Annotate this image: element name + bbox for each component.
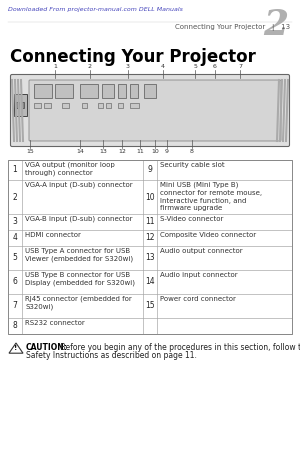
Text: Audio output connector: Audio output connector [160,248,242,254]
Text: Connecting Your Projector   |   13: Connecting Your Projector | 13 [175,24,290,31]
Bar [16,102,19,108]
Text: 6: 6 [213,64,217,69]
Bar [34,84,52,98]
Bar [8,246,292,270]
Text: Composite Video connector: Composite Video connector [160,232,256,238]
Bar [80,84,98,98]
Text: 6: 6 [13,277,17,286]
Text: USB Type A connector for USB
Viewer (embedded for S320wi): USB Type A connector for USB Viewer (emb… [25,248,133,262]
Text: 3: 3 [13,217,17,226]
Text: USB Type B connector for USB
Display (embedded for S320wi): USB Type B connector for USB Display (em… [25,272,135,286]
Text: 12: 12 [145,233,155,242]
Text: 9: 9 [165,149,169,154]
Bar [8,270,292,294]
Bar [82,103,87,108]
Text: 14: 14 [145,277,155,286]
Bar [44,103,51,108]
Bar [34,103,41,108]
Bar [8,318,292,334]
Text: 8: 8 [13,321,17,330]
Text: VGA-B input (D-sub) connector: VGA-B input (D-sub) connector [25,216,133,223]
FancyBboxPatch shape [29,80,281,141]
Bar [8,160,292,334]
Bar [130,103,139,108]
Bar [8,294,292,318]
Bar [118,103,123,108]
Text: 2: 2 [88,64,92,69]
Text: RS232 connector: RS232 connector [25,320,85,326]
Text: 10: 10 [151,149,159,154]
Text: Mini USB (Mini Type B)
connector for remote mouse,
Interactive function, and
fir: Mini USB (Mini Type B) connector for rem… [160,182,262,211]
Text: 13: 13 [145,254,155,263]
Text: 8: 8 [190,149,194,154]
Text: 10: 10 [145,193,155,202]
Text: 2: 2 [263,8,288,42]
Text: CAUTION:: CAUTION: [26,343,68,352]
Text: 2: 2 [13,193,17,202]
Text: !: ! [14,345,18,351]
Bar [144,84,156,98]
Bar [102,84,114,98]
Text: 11: 11 [136,149,144,154]
Text: Before you begin any of the procedures in this section, follow the: Before you begin any of the procedures i… [58,343,300,352]
Text: S-Video connector: S-Video connector [160,216,223,222]
Text: 5: 5 [193,64,197,69]
Text: 9: 9 [148,166,152,175]
Bar [8,180,292,214]
Text: 13: 13 [99,149,107,154]
Bar [62,103,69,108]
Bar [8,214,292,230]
Text: VGA output (monitor loop
through) connector: VGA output (monitor loop through) connec… [25,162,115,176]
Bar [55,84,73,98]
Text: VGA-A input (D-sub) connector: VGA-A input (D-sub) connector [25,182,133,189]
Bar [8,230,292,246]
Text: 15: 15 [145,301,155,311]
Text: 1: 1 [53,64,57,69]
Text: 1: 1 [13,166,17,175]
Text: 4: 4 [161,64,165,69]
Text: 3: 3 [126,64,130,69]
Bar [106,103,111,108]
Bar [21,102,24,108]
Bar [14,94,27,116]
Text: Downloaded From projector-manual.com DELL Manuals: Downloaded From projector-manual.com DEL… [8,7,183,12]
Text: 11: 11 [145,217,155,226]
Bar [118,84,126,98]
Text: HDMI connector: HDMI connector [25,232,81,238]
Text: 12: 12 [118,149,126,154]
Text: 14: 14 [76,149,84,154]
Bar [98,103,103,108]
Text: Connecting Your Projector: Connecting Your Projector [10,48,256,66]
Text: Power cord connector: Power cord connector [160,296,236,302]
Text: RJ45 connector (embedded for
S320wi): RJ45 connector (embedded for S320wi) [25,296,132,311]
Bar [8,160,292,180]
Text: 5: 5 [13,254,17,263]
Text: Security cable slot: Security cable slot [160,162,224,168]
FancyBboxPatch shape [11,75,290,146]
Polygon shape [9,343,23,353]
Text: 15: 15 [26,149,34,154]
Text: Audio input connector: Audio input connector [160,272,238,278]
Text: 7: 7 [238,64,242,69]
Text: Safety Instructions as described on page 11.: Safety Instructions as described on page… [26,351,197,360]
Text: 4: 4 [13,233,17,242]
Bar [130,84,138,98]
Text: 7: 7 [13,301,17,311]
